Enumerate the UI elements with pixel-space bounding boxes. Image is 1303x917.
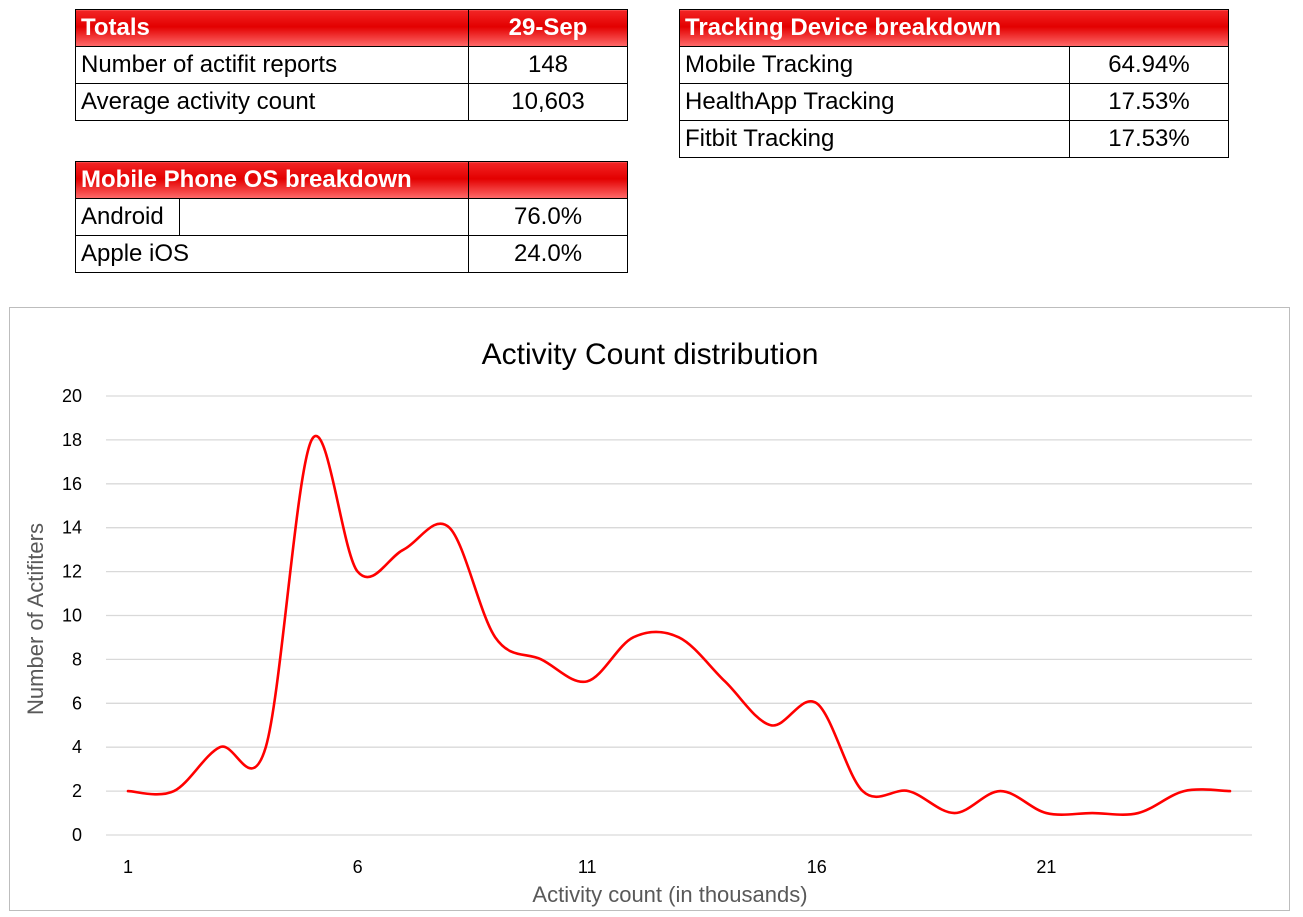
series-line (126, 434, 1232, 816)
y-tick-label: 16 (62, 474, 82, 494)
x-tick-labels: 1 6 11 16 21 (123, 857, 1056, 877)
os-android-label: Android (75, 198, 180, 236)
tracking-fitbit-value: 17.53% (1069, 120, 1229, 158)
activity-chart-frame: Activity Count distribution 0 2 4 6 8 10 12 14 1… (9, 307, 1290, 911)
totals-reports-value: 148 (468, 46, 628, 84)
y-tick-label: 6 (72, 693, 82, 713)
y-tick-label: 14 (62, 518, 82, 538)
os-ios-label: Apple iOS (74, 235, 470, 273)
totals-table: Totals 29-Sep Number of actifit reports … (75, 9, 628, 121)
y-tick-label: 20 (62, 386, 82, 406)
y-tick-label: 2 (72, 781, 82, 801)
tracking-device-table: Tracking Device breakdown Mobile Trackin… (679, 9, 1229, 158)
mobile-os-header: Mobile Phone OS breakdown (74, 161, 470, 199)
os-ios-value: 24.0% (468, 235, 629, 273)
table-row: Android 76.0% (75, 198, 629, 236)
tracking-mobile-label: Mobile Tracking (679, 46, 1070, 84)
mobile-os-table: Mobile Phone OS breakdown Android 76.0% … (74, 161, 629, 273)
os-android-blank (178, 198, 470, 236)
table-row: HealthApp Tracking 17.53% (679, 83, 1229, 121)
mobile-os-header-row: Mobile Phone OS breakdown (74, 161, 629, 199)
tracking-healthapp-label: HealthApp Tracking (679, 83, 1070, 121)
table-row: Number of actifit reports 148 (75, 46, 628, 84)
y-tick-label: 18 (62, 430, 82, 450)
x-tick-label: 6 (353, 857, 363, 877)
totals-average-value: 10,603 (468, 83, 628, 121)
os-android-value: 76.0% (468, 198, 629, 236)
activity-count-chart: Activity Count distribution 0 2 4 6 8 10 12 14 1… (23, 338, 1252, 907)
gridlines (106, 395, 1252, 836)
x-tick-label: 11 (578, 857, 597, 877)
table-row: Apple iOS 24.0% (74, 235, 629, 273)
x-tick-label: 1 (123, 857, 133, 877)
tracking-fitbit-label: Fitbit Tracking (679, 120, 1070, 158)
chart-title: Activity Count distribution (482, 338, 819, 371)
tracking-healthapp-value: 17.53% (1069, 83, 1229, 121)
y-tick-label: 0 (72, 825, 82, 845)
y-tick-labels: 0 2 4 6 8 10 12 14 16 18 20 (62, 386, 82, 845)
y-tick-label: 10 (62, 606, 82, 626)
x-tick-label: 16 (807, 857, 827, 877)
series-layer (126, 434, 1232, 816)
mobile-os-header-blank (468, 161, 629, 199)
totals-header-row: Totals 29-Sep (75, 9, 628, 47)
tracking-header: Tracking Device breakdown (679, 9, 1229, 47)
x-tick-label: 21 (1036, 857, 1056, 877)
y-tick-label: 12 (62, 562, 82, 582)
x-axis-title: Activity count (in thousands) (532, 882, 807, 907)
tracking-header-row: Tracking Device breakdown (679, 9, 1229, 47)
totals-header: Totals (75, 9, 469, 47)
y-axis-title: Number of Actifiters (23, 523, 48, 715)
totals-average-label: Average activity count (75, 83, 469, 121)
totals-date: 29-Sep (468, 9, 628, 47)
table-row: Average activity count 10,603 (75, 83, 628, 121)
tracking-mobile-value: 64.94% (1069, 46, 1229, 84)
y-tick-label: 8 (72, 649, 82, 669)
table-row: Mobile Tracking 64.94% (679, 46, 1229, 84)
y-tick-label: 4 (72, 737, 82, 757)
table-row: Fitbit Tracking 17.53% (679, 120, 1229, 158)
totals-reports-label: Number of actifit reports (75, 46, 469, 84)
